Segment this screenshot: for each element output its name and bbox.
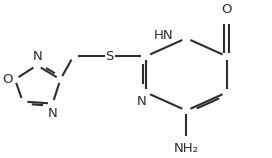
Text: S: S: [106, 50, 114, 63]
Text: N: N: [48, 106, 57, 120]
Text: O: O: [2, 73, 13, 86]
Text: O: O: [221, 3, 232, 16]
Text: NH₂: NH₂: [174, 142, 199, 155]
Text: HN: HN: [154, 29, 173, 42]
Text: N: N: [33, 50, 43, 63]
Text: N: N: [137, 95, 147, 108]
